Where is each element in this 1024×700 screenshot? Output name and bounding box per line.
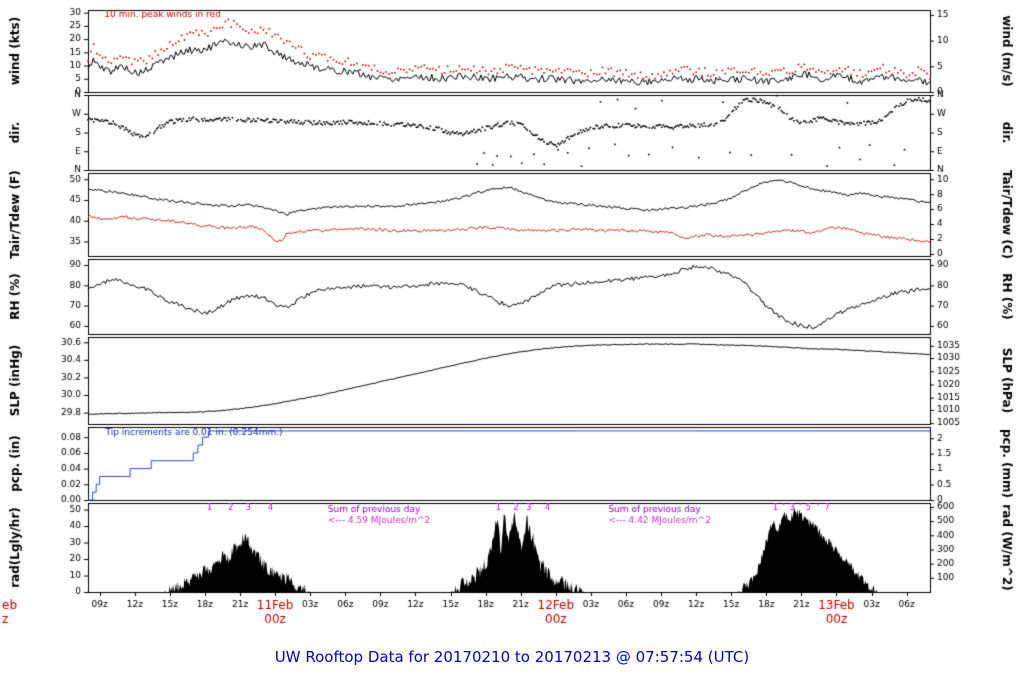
weather-multipanel-chart — [0, 0, 1024, 640]
chart-title: UW Rooftop Data for 20170210 to 20170213… — [274, 648, 750, 666]
